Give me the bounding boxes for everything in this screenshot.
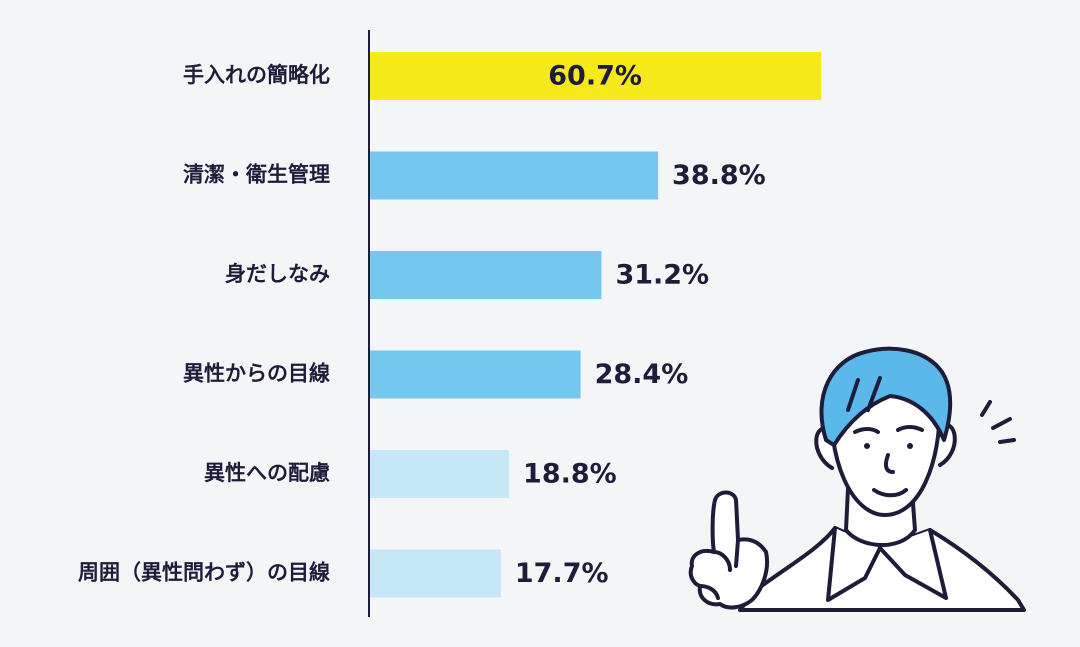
value-label: 28.4% — [595, 359, 689, 390]
bar-4 — [369, 350, 581, 399]
category-label: 異性からの目線 — [183, 362, 330, 386]
category-label: 身だしなみ — [225, 262, 330, 286]
bar-1 — [369, 52, 822, 100]
value-label: 18.8% — [523, 459, 617, 490]
bar-6 — [369, 549, 501, 598]
man-pointing-finger-icon — [688, 346, 1026, 612]
value-label: 60.7% — [548, 61, 642, 92]
category-label: 異性への配慮 — [204, 461, 330, 485]
value-label: 38.8% — [672, 160, 766, 191]
value-label: 31.2% — [615, 260, 709, 291]
bar-5 — [369, 450, 510, 498]
category-label: 清潔・衛生管理 — [183, 163, 330, 187]
category-label: 周囲（異性問わず）の目線 — [78, 561, 330, 585]
bar-3 — [369, 251, 602, 299]
bars-layer: 手入れの簡略化 60.7% 清潔・衛生管理 38.8% 身だしなみ 31.2% 異性からの目… — [78, 52, 822, 598]
value-label: 17.7% — [515, 558, 609, 589]
category-label: 手入れの簡略化 — [183, 63, 330, 87]
bar-2 — [369, 151, 659, 200]
